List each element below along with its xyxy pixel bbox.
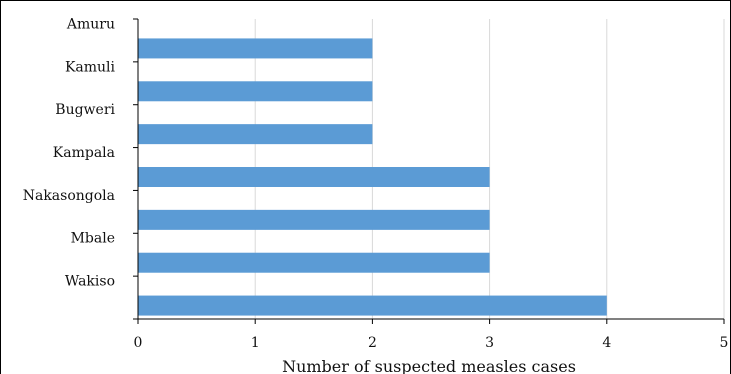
tick-labels: 0 1 2 3 4 5: [134, 335, 729, 351]
bar-mbale: [138, 252, 490, 273]
x-tick-label-2: 2: [368, 335, 377, 351]
bar-kamuli: [138, 81, 373, 102]
category-label-kampala: Kampala: [53, 145, 115, 161]
x-tick-label-3: 3: [485, 335, 494, 351]
category-label-kamuli: Kamuli: [65, 59, 116, 75]
x-tick-label-0: 0: [134, 335, 143, 351]
x-tick-label-1: 1: [251, 335, 260, 351]
x-tick-label-4: 4: [602, 335, 611, 351]
category-label-nakasongola: Nakasongola: [23, 188, 115, 204]
category-label-bugweri: Bugweri: [55, 102, 115, 118]
category-label-mbale: Mbale: [71, 231, 115, 247]
category-labels: Amuru Kamuli Bugweri Kampala Nakasongola Mbal…: [23, 16, 116, 289]
bar-wakiso: [138, 295, 607, 316]
x-tick-label-5: 5: [720, 335, 729, 351]
bars: [138, 38, 607, 316]
axes: [133, 18, 725, 324]
x-axis-title: Number of suspected measles cases: [282, 357, 576, 374]
category-label-amuru: Amuru: [66, 16, 115, 32]
category-label-wakiso: Wakiso: [65, 274, 115, 290]
bar-kampala: [138, 167, 490, 187]
bar-amuru: [138, 38, 373, 59]
bar-nakasongola: [138, 209, 490, 230]
bar-bugweri: [138, 124, 373, 145]
